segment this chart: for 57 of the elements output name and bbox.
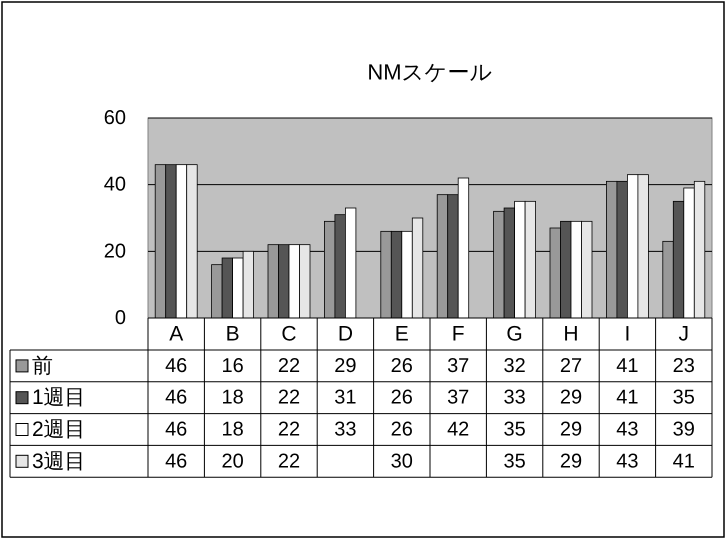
data-label: 30 (390, 450, 413, 472)
data-label: 33 (503, 386, 526, 409)
data-label: 37 (447, 386, 470, 409)
data-label: 35 (503, 418, 526, 440)
x-tick-label: F (452, 322, 465, 346)
data-label: 41 (672, 450, 695, 472)
data-label: 20 (221, 450, 244, 472)
legend-label: 2週目 (32, 418, 86, 441)
data-label: 41 (616, 386, 639, 409)
data-label: 29 (560, 386, 582, 409)
data-label: 22 (278, 386, 300, 409)
x-tick-label: E (394, 322, 409, 346)
data-label: 29 (560, 450, 582, 472)
data-label: 31 (334, 386, 357, 409)
y-tick-label: 20 (104, 240, 126, 262)
x-tick-label: J (678, 322, 690, 346)
data-label: 46 (165, 386, 188, 409)
data-label: 29 (560, 418, 582, 440)
y-tick-label: 60 (104, 107, 126, 129)
data-label: 22 (278, 450, 300, 472)
legend-label: 1週目 (32, 386, 86, 410)
x-tick-label: C (281, 322, 297, 346)
chart-title: NMスケール (367, 60, 493, 84)
data-label: 33 (334, 418, 357, 440)
data-label: 43 (616, 450, 639, 472)
x-tick-label: H (563, 322, 579, 346)
data-label: 42 (447, 418, 470, 440)
data-label: 46 (165, 354, 188, 377)
y-tick-label: 0 (114, 307, 126, 329)
data-label: 39 (672, 418, 695, 440)
data-label: 22 (278, 354, 300, 377)
data-label: 18 (221, 386, 244, 409)
data-label: 46 (165, 450, 188, 472)
data-label: 26 (390, 354, 413, 377)
data-label: 29 (334, 354, 357, 377)
data-label: 18 (221, 418, 244, 440)
x-tick-label: D (338, 322, 353, 346)
data-label: 41 (616, 354, 639, 377)
data-label: 23 (672, 354, 695, 377)
data-label: 32 (503, 354, 526, 377)
data-label: 26 (390, 386, 413, 409)
legend-label: 3週目 (32, 450, 86, 473)
data-label: 37 (447, 354, 470, 377)
legend-label: 前 (32, 354, 53, 378)
x-tick-label: G (506, 322, 523, 346)
data-label: 26 (390, 418, 413, 440)
data-label: 27 (560, 354, 582, 377)
data-label: 35 (672, 386, 695, 409)
data-label: 46 (165, 418, 188, 440)
data-label: 43 (616, 418, 639, 440)
x-tick-label: A (169, 322, 184, 346)
data-label: 35 (503, 450, 526, 472)
x-tick-label: B (226, 322, 240, 346)
x-tick-label: I (624, 322, 630, 346)
data-label: 22 (278, 418, 300, 440)
data-label: 16 (221, 354, 244, 377)
y-tick-label: 40 (104, 174, 126, 196)
